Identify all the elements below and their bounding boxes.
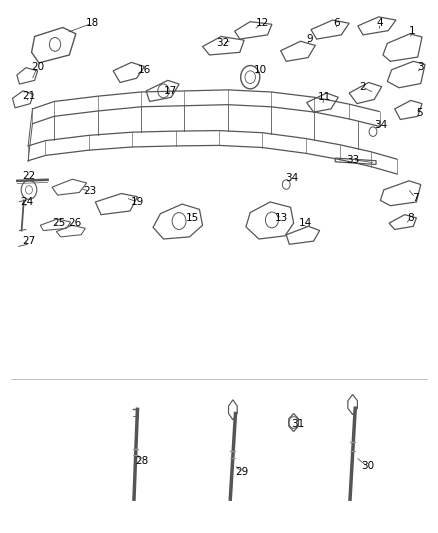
Text: 3: 3 [417,62,424,71]
Text: 4: 4 [376,18,383,28]
Text: 6: 6 [333,18,339,28]
Text: 9: 9 [307,34,314,44]
Text: 5: 5 [416,108,423,118]
Text: 25: 25 [53,218,66,228]
Text: 18: 18 [86,18,99,28]
Text: 8: 8 [407,213,414,223]
Text: 28: 28 [135,456,148,466]
Text: 32: 32 [216,38,229,49]
Text: 2: 2 [359,82,365,92]
Text: 11: 11 [318,92,331,102]
Text: 21: 21 [22,91,35,101]
Text: 30: 30 [361,462,374,471]
Text: 10: 10 [254,65,267,75]
Text: 14: 14 [299,218,312,228]
Text: 34: 34 [285,173,299,183]
Text: 7: 7 [412,193,418,203]
Text: 23: 23 [83,187,96,196]
Text: 29: 29 [235,467,248,477]
Text: 24: 24 [21,197,34,207]
Text: 34: 34 [374,120,387,130]
Text: 1: 1 [409,26,415,36]
Text: 17: 17 [164,86,177,96]
Text: 22: 22 [22,171,35,181]
Text: 27: 27 [22,236,35,246]
Text: 20: 20 [31,62,44,71]
Text: 19: 19 [131,197,144,207]
Text: 13: 13 [275,213,289,223]
Text: 16: 16 [138,65,151,75]
Text: 33: 33 [346,155,359,165]
Text: 12: 12 [256,18,269,28]
Text: 26: 26 [68,218,81,228]
Text: 15: 15 [185,213,199,223]
Text: 31: 31 [291,419,304,429]
